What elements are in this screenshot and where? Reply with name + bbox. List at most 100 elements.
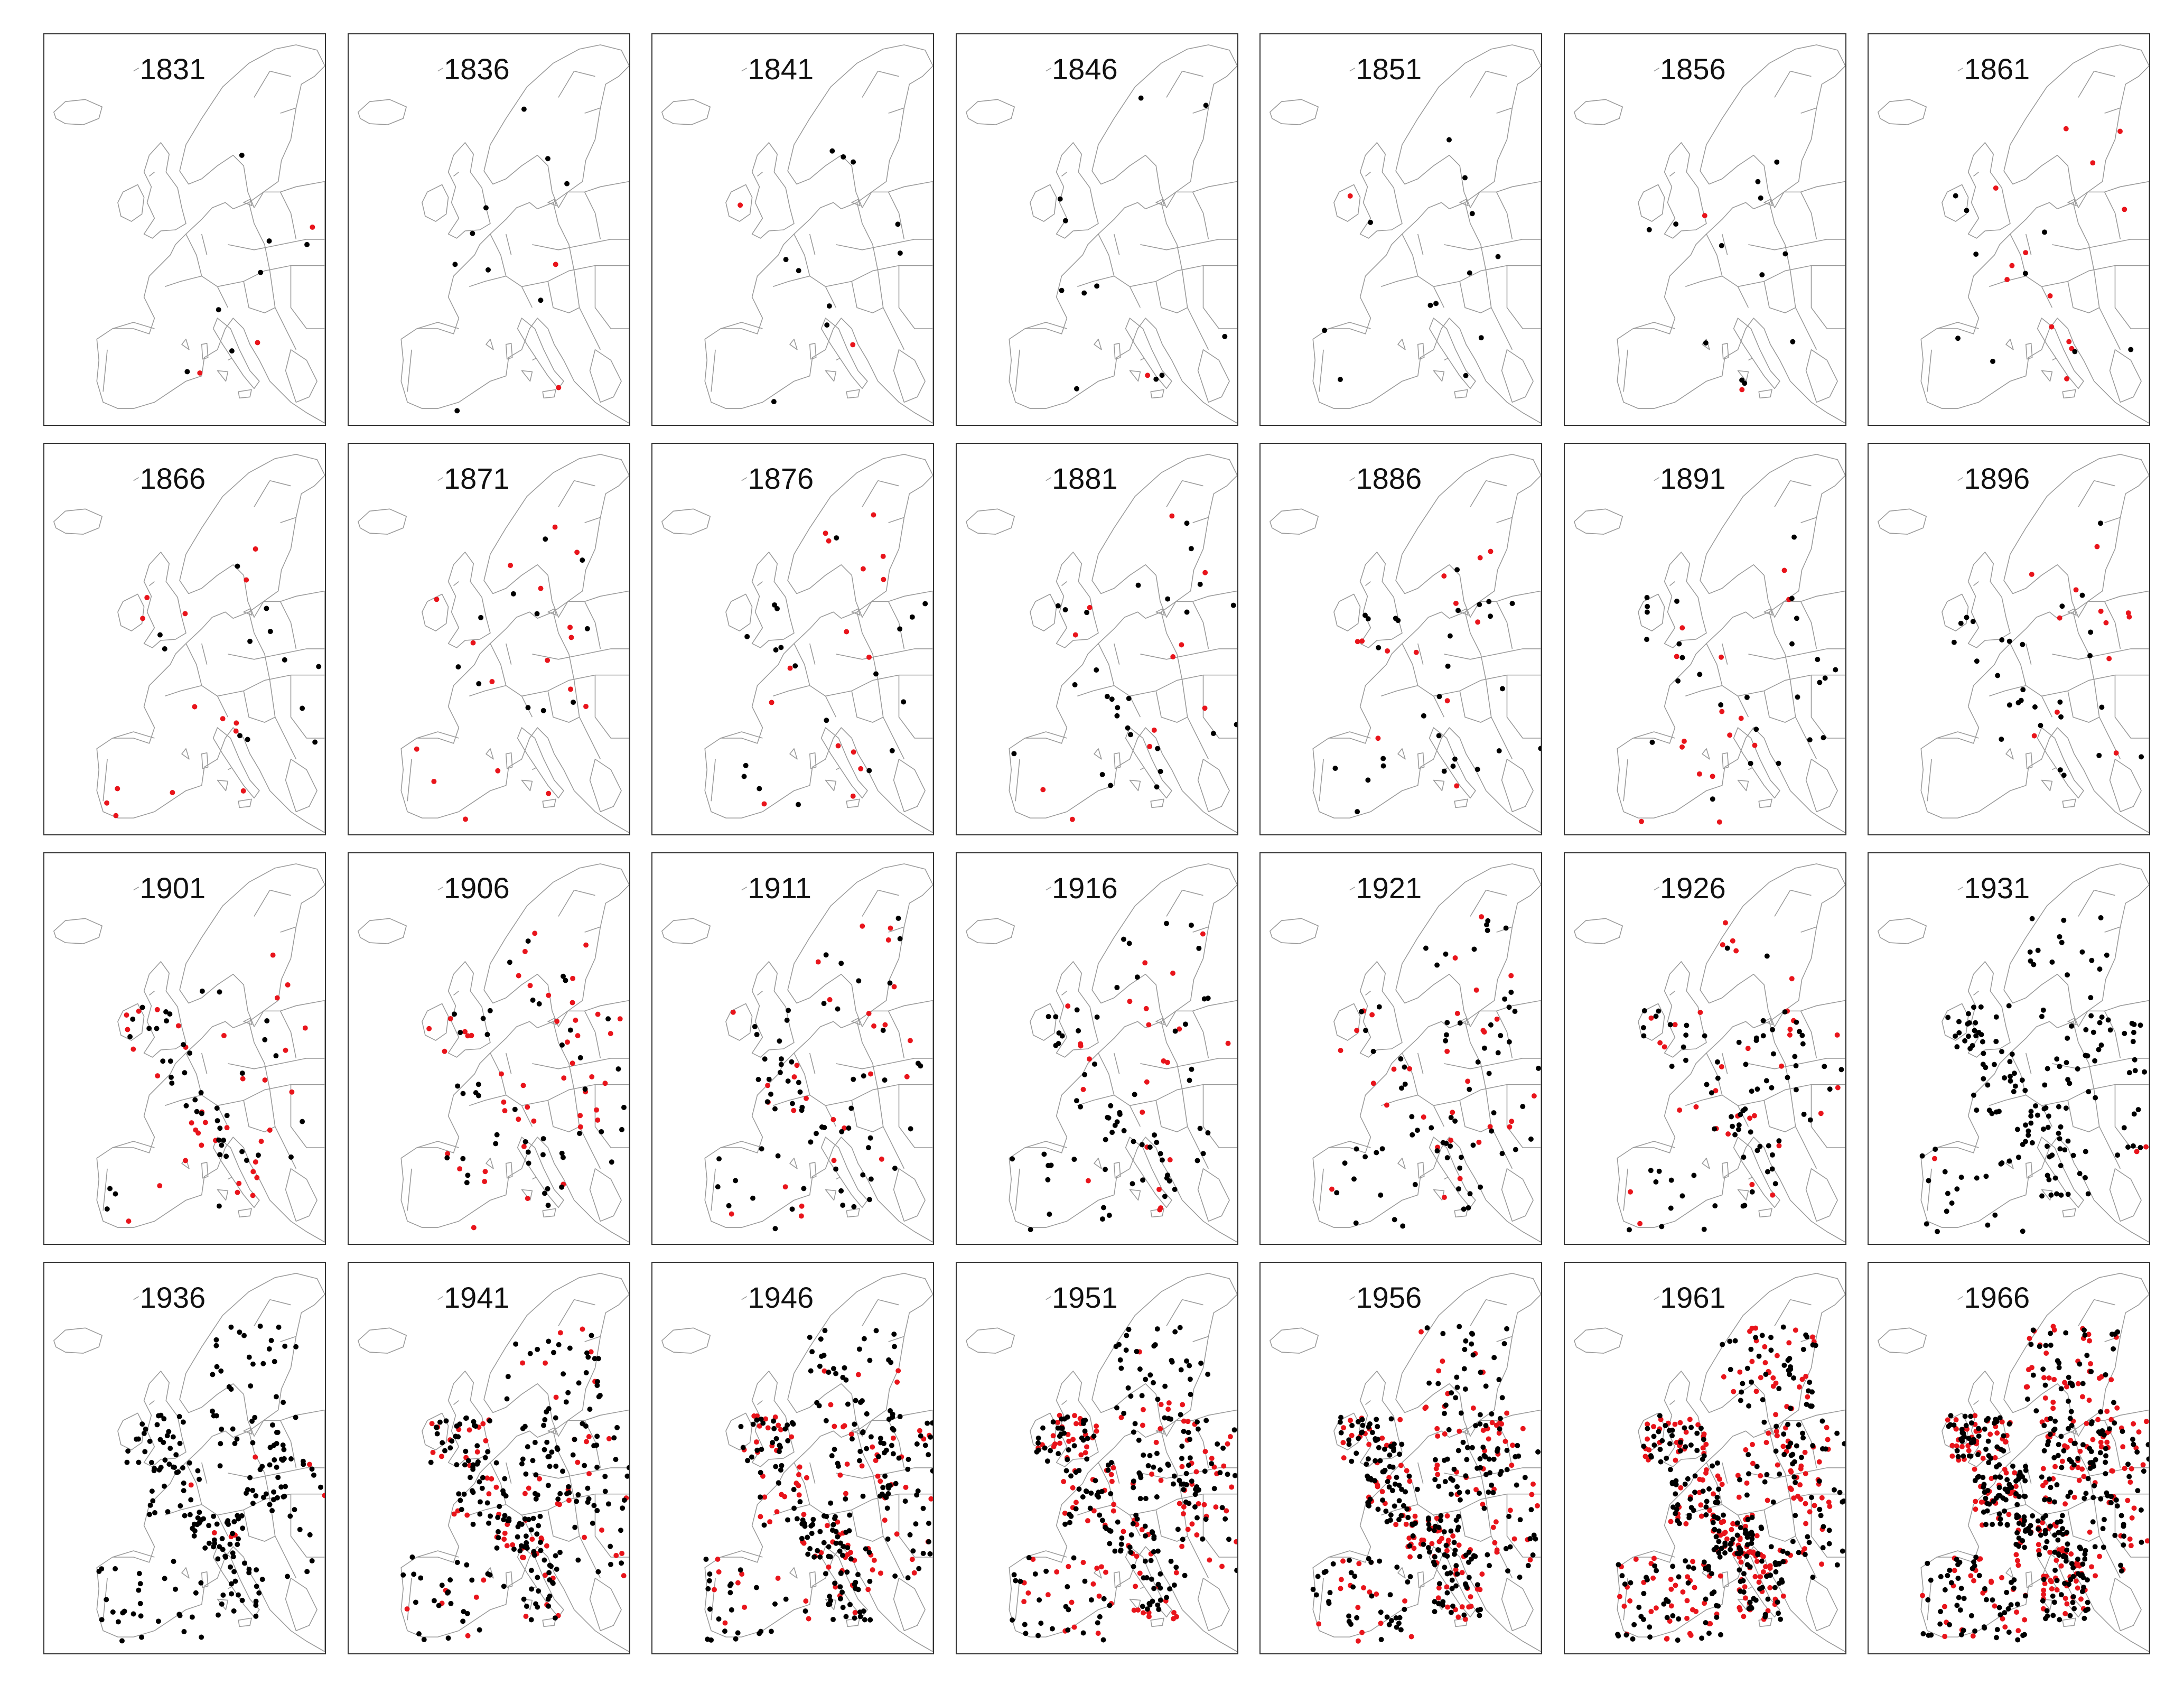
station-dot (2016, 1535, 2022, 1541)
border-line (1464, 612, 1513, 760)
station-dot (1720, 1512, 1726, 1518)
station-dot (2013, 1491, 2019, 1496)
station-dot (550, 1580, 556, 1586)
station-dot (2090, 1029, 2096, 1035)
station-dot (267, 1502, 273, 1507)
station-dot (1454, 1374, 1460, 1380)
station-dot (167, 1011, 173, 1017)
station-dot (1159, 1157, 1165, 1163)
highlighted-station-dot (882, 1022, 888, 1028)
europe-basemap (1573, 44, 1845, 424)
station-dot (785, 1438, 791, 1444)
border-line (2073, 1021, 2121, 1169)
highlighted-station-dot (2036, 1542, 2041, 1548)
station-dot (1685, 1476, 1691, 1482)
station-dot (1507, 1544, 1513, 1550)
station-dot (1785, 1357, 1790, 1363)
station-dot (1759, 1558, 1765, 1564)
station-dot (1347, 1557, 1352, 1563)
station-dot (2054, 1191, 2059, 1197)
station-dot (840, 1203, 846, 1208)
highlighted-station-dot (1662, 1044, 1667, 1050)
station-dot (1074, 386, 1079, 392)
border-line (1333, 1412, 1361, 1450)
station-dot (167, 1446, 173, 1451)
station-dot (907, 1532, 913, 1538)
station-dot (485, 267, 491, 273)
station-dot (309, 1466, 315, 1472)
station-dot (824, 718, 829, 723)
station-dot (2022, 1593, 2028, 1599)
station-dot (833, 1514, 838, 1520)
station-dot (1715, 1539, 1721, 1544)
station-dot (1487, 1563, 1492, 1568)
map-panel-1881: 1881 (955, 443, 1238, 835)
station-dot (2036, 1526, 2041, 1532)
station-dot (176, 1414, 182, 1419)
station-dot (484, 1449, 490, 1455)
station-dot (2059, 1513, 2065, 1519)
station-dot (2065, 1494, 2071, 1499)
highlighted-station-dot (1366, 1441, 1372, 1447)
station-dot (1951, 639, 1957, 645)
station-dot (2056, 1365, 2062, 1371)
highlighted-station-dot (1751, 1550, 1756, 1556)
station-dot (2093, 1095, 2098, 1101)
station-dot (2079, 949, 2085, 955)
highlighted-station-dot (1668, 1577, 1674, 1582)
station-dot (1496, 1377, 1502, 1382)
highlighted-station-dot (1153, 1439, 1159, 1445)
station-dot (1793, 1019, 1799, 1025)
station-dot (1702, 1033, 1707, 1039)
station-dot (1178, 1367, 1184, 1373)
highlighted-station-dot (1738, 715, 1744, 721)
station-dot (2065, 1426, 2071, 1431)
station-dot (789, 1420, 795, 1426)
station-dot (445, 1635, 451, 1641)
station-dot (1776, 1560, 1781, 1566)
station-dot (1924, 1221, 1929, 1227)
highlighted-station-dot (871, 512, 876, 518)
station-dot (1834, 1430, 1840, 1436)
station-dot (1478, 1370, 1483, 1375)
station-dot (2064, 1547, 2070, 1553)
station-dot (192, 1097, 198, 1103)
border-line (2037, 1546, 2084, 1618)
station-dot (1481, 1453, 1487, 1458)
highlighted-station-dot (542, 1572, 548, 1578)
highlighted-station-dot (822, 1368, 827, 1374)
station-dot (1450, 1603, 1455, 1609)
station-dot (264, 606, 269, 611)
border-line (505, 1571, 556, 1627)
highlighted-station-dot (1803, 1471, 1808, 1477)
station-dot (1454, 1384, 1460, 1390)
highlighted-station-dot (2062, 1595, 2068, 1601)
station-dot (1644, 594, 1649, 600)
station-dot (2098, 1496, 2104, 1502)
station-dot (1986, 1460, 1992, 1466)
station-dot (1983, 1174, 1989, 1179)
highlighted-station-dot (509, 1542, 515, 1548)
station-dot (1417, 1553, 1423, 1559)
station-dot (1151, 1132, 1157, 1138)
station-dot (2097, 966, 2103, 972)
station-dot (2121, 1542, 2126, 1548)
station-dot (524, 1604, 529, 1609)
highlighted-station-dot (2106, 656, 2112, 662)
station-dot (1087, 1505, 1093, 1511)
station-dot (857, 1614, 863, 1619)
border-line (1359, 142, 1403, 239)
highlighted-station-dot (1835, 1085, 1841, 1091)
station-dot (928, 1434, 933, 1440)
station-dot (540, 1152, 546, 1158)
station-dot (897, 936, 903, 942)
station-dot (2092, 1544, 2098, 1550)
station-dot (1011, 751, 1016, 757)
station-dot (1102, 1524, 1108, 1530)
station-dot (1753, 727, 1759, 732)
highlighted-station-dot (1504, 1410, 1510, 1416)
highlighted-station-dot (2064, 376, 2070, 381)
station-dot (1158, 1597, 1163, 1603)
station-dot (1469, 1341, 1474, 1347)
station-dot (1538, 746, 1541, 751)
